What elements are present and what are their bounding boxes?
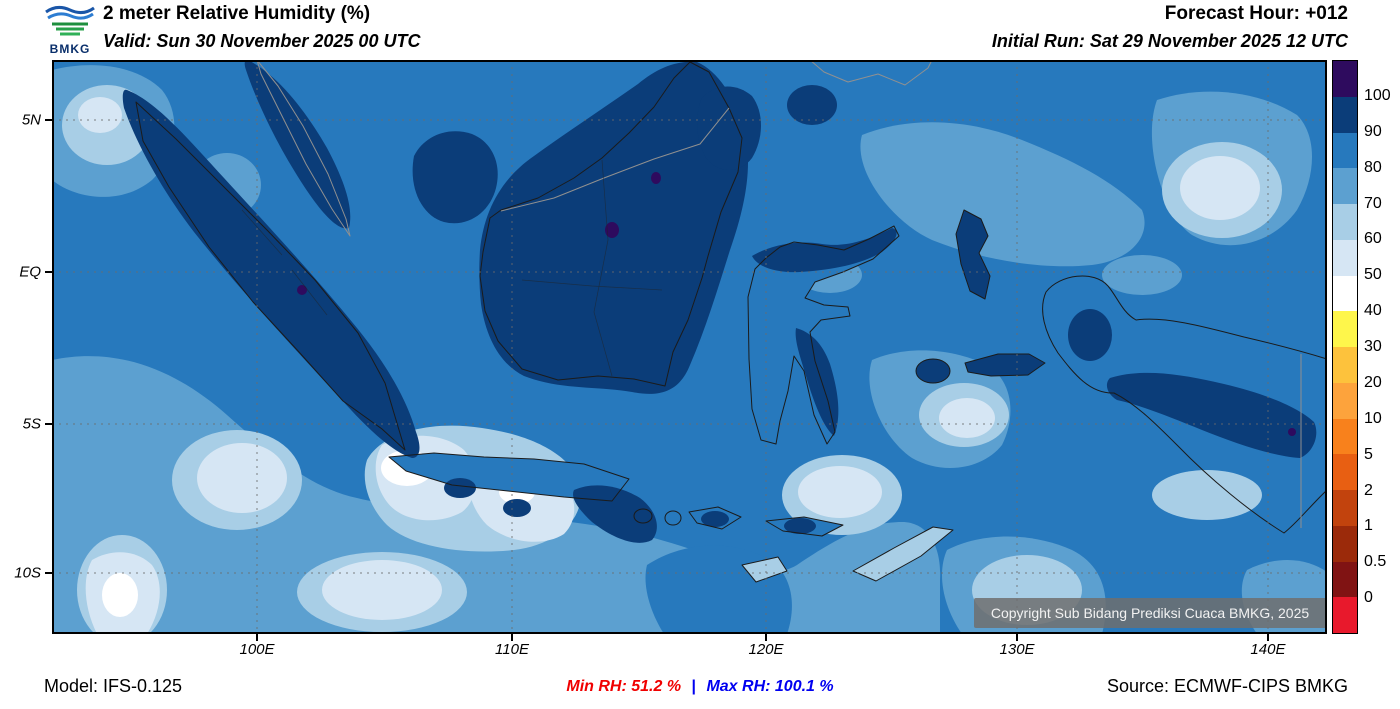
initial-run-label: Initial Run: Sat 29 November 2025 12 UTC — [991, 31, 1348, 51]
colorbar-tick-label: 60 — [1364, 230, 1382, 248]
lat-tick-label: 10S — [14, 564, 41, 582]
colorbar-tick-label: 0.5 — [1364, 553, 1387, 571]
min-max-rh: Min RH: 51.2 % | Max RH: 100.1 % — [566, 678, 833, 696]
colorbar-tick-label: 30 — [1364, 338, 1382, 355]
colorbar-tick-label: 50 — [1364, 266, 1382, 284]
colorbar-segment — [1333, 418, 1357, 455]
valid-time-label: Valid: Sun 30 November 2025 00 UTC — [103, 31, 421, 51]
lon-tick-mark — [256, 634, 259, 641]
lon-tick-label: 130E — [999, 641, 1035, 658]
y-axis-labels: 5N EQ 5S 10S — [0, 60, 52, 634]
lat-tick-mark — [45, 571, 52, 574]
colorbar-tick-label: 5 — [1364, 445, 1373, 463]
coastline-timor — [852, 526, 954, 582]
graticule-gridlines — [52, 60, 1327, 634]
x-axis-labels: 100E 110E 120E 130E 140E — [52, 634, 1327, 660]
colorbar-tick-label: 80 — [1364, 158, 1382, 176]
colorbar-tick-label: 1 — [1364, 517, 1373, 535]
colorbar-segment — [1333, 132, 1357, 169]
lon-tick-mark — [1266, 634, 1269, 641]
copyright-overlay: Copyright Sub Bidang Prediksi Cuaca BMKG… — [974, 598, 1327, 628]
forecast-hour-label: Forecast Hour: +012 — [1164, 3, 1348, 24]
colorbar-segment — [1333, 204, 1357, 240]
minmax-separator: | — [691, 678, 696, 695]
rh-90-100-contours — [122, 60, 1317, 543]
max-rh-label: Max RH: 100.1 % — [706, 678, 834, 695]
colorbar-segment — [1333, 61, 1357, 97]
colorbar-tick-label: 2 — [1364, 481, 1373, 499]
lon-tick-mark — [765, 634, 767, 641]
colorbar-segment — [1333, 454, 1357, 490]
colorbar-segment — [1333, 382, 1357, 419]
rh-above-100-specks — [297, 172, 1296, 436]
coastline-sumbawa — [688, 506, 742, 530]
colorbar — [1332, 60, 1358, 634]
colorbar-tick-label: 0 — [1364, 589, 1373, 607]
source-label: Source: ECMWF-CIPS BMKG — [1106, 676, 1348, 696]
colorbar-segment — [1333, 597, 1357, 633]
colorbar-segment — [1333, 525, 1357, 562]
lat-tick-label: EQ — [19, 263, 41, 281]
colorbar-segment — [1333, 239, 1357, 276]
coastline-flores — [765, 516, 844, 537]
lat-tick-mark — [45, 118, 52, 121]
coastline-buru — [915, 358, 951, 384]
humidity-map: Copyright Sub Bidang Prediksi Cuaca BMKG… — [52, 60, 1327, 634]
coastline-lombok — [664, 510, 682, 526]
coastline-bali — [633, 508, 653, 524]
copyright-text: Copyright Sub Bidang Prediksi Cuaca BMKG… — [991, 605, 1309, 621]
coastline-sulawesi — [747, 225, 900, 445]
coastline-sumatra — [135, 101, 406, 451]
coastlines — [135, 60, 1327, 583]
coastline-halmahera — [955, 209, 991, 300]
coastline-sumba — [741, 556, 788, 583]
colorbar-tick-label: 20 — [1364, 373, 1382, 391]
colorbar-tick-label: 90 — [1364, 122, 1382, 140]
lon-tick-label: 100E — [239, 641, 275, 658]
bmkg-logo-text: BMKG — [49, 42, 91, 56]
border-malaysia-indonesia — [500, 107, 730, 212]
coastline-borneo — [479, 61, 743, 387]
lon-tick-label: 120E — [748, 641, 784, 658]
min-rh-label: Min RH: 51.2 % — [566, 678, 682, 695]
colorbar-segment — [1333, 561, 1357, 598]
colorbar-segment — [1333, 168, 1357, 204]
colorbar-labels: 100 90 80 70 60 50 40 30 20 10 5 2 1 0.5 0 — [1364, 60, 1400, 634]
colorbar-tick-label: 100 — [1364, 86, 1391, 104]
colorbar-segment — [1333, 96, 1357, 133]
colorbar-segment — [1333, 275, 1357, 312]
lon-tick-mark — [511, 634, 514, 641]
map-frame — [52, 60, 1327, 634]
colorbar-tick-label: 10 — [1364, 409, 1382, 427]
colorbar-tick-label: 40 — [1364, 302, 1382, 320]
colorbar-segment — [1333, 347, 1357, 383]
lon-tick-label: 140E — [1250, 641, 1286, 658]
colorbar-segment — [1333, 490, 1357, 526]
lat-tick-mark — [45, 270, 52, 273]
page-title: 2 meter Relative Humidity (%) — [103, 3, 371, 24]
coastline-papua — [1042, 275, 1327, 534]
model-label: Model: IFS-0.125 — [44, 676, 183, 696]
bmkg-logo-icon — [45, 5, 95, 36]
province-borders — [241, 159, 663, 377]
colorbar-tick-label: 70 — [1364, 194, 1382, 212]
coastline-java — [388, 452, 630, 502]
lon-tick-label: 110E — [495, 641, 529, 658]
lon-tick-mark — [1016, 634, 1019, 641]
lat-tick-mark — [45, 422, 52, 425]
lat-tick-label: 5S — [22, 415, 41, 433]
coastline-malay-peninsula — [256, 60, 351, 237]
bmkg-logo: BMKG — [40, 2, 100, 56]
colorbar-segment — [1333, 311, 1357, 347]
humidity-map-panel: Copyright Sub Bidang Prediksi Cuaca BMKG… — [52, 60, 1327, 634]
lat-tick-label: 5N — [21, 111, 41, 129]
coastline-seram — [964, 353, 1046, 377]
